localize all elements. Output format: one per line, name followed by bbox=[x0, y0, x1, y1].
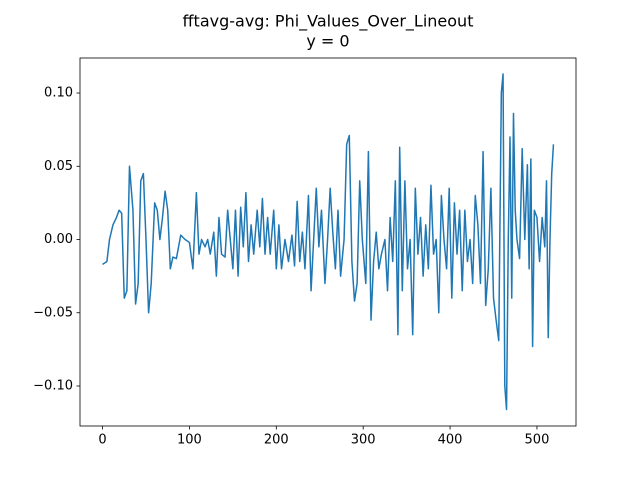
x-tick-label: 0 bbox=[98, 433, 106, 448]
y-tick-label: 0.10 bbox=[44, 86, 73, 101]
y-tick-label: −0.10 bbox=[33, 379, 73, 394]
y-tick-label: 0.05 bbox=[44, 159, 73, 174]
x-tick-label: 200 bbox=[264, 433, 289, 448]
data-line bbox=[102, 73, 555, 411]
chart-title: fftavg-avg: Phi_Values_Over_Lineout bbox=[183, 12, 474, 32]
x-tick-label: 500 bbox=[525, 433, 550, 448]
x-tick-label: 100 bbox=[177, 433, 202, 448]
chart-subtitle: y = 0 bbox=[306, 32, 349, 51]
x-tick-label: 400 bbox=[438, 433, 463, 448]
y-tick-label: −0.05 bbox=[33, 305, 73, 320]
plot-frame bbox=[79, 57, 577, 427]
x-tick-label: 300 bbox=[351, 433, 376, 448]
y-tick-label: 0.00 bbox=[44, 232, 73, 247]
